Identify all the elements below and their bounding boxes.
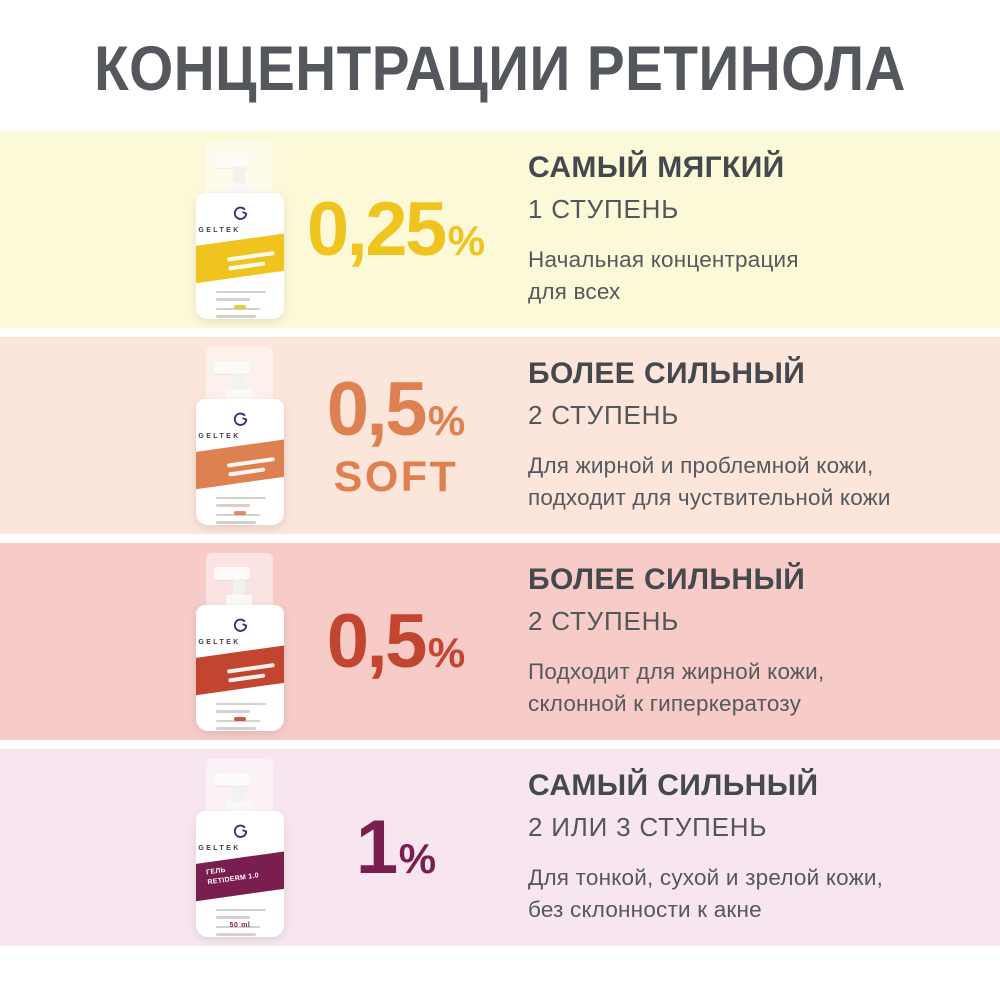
bottle-pump-collar bbox=[226, 182, 252, 195]
bottle-pump-collar bbox=[226, 594, 252, 607]
product-bottle-image: GELTEK bbox=[190, 346, 290, 525]
header: КОНЦЕНТРАЦИИ РЕТИНОЛА bbox=[0, 0, 1000, 131]
bottle-pump-stem bbox=[233, 784, 245, 803]
percent-number: 1 bbox=[355, 804, 398, 890]
concentration-value: 0,25% bbox=[290, 186, 502, 272]
product-bottle-image: GELTEK bbox=[190, 140, 290, 319]
row-description: Начальная концентрация для всех bbox=[528, 247, 799, 304]
row-info: САМЫЙ МЯГКИЙ 1 СТУПЕНЬ Начальная концент… bbox=[502, 151, 1000, 308]
bottle-column: GELTEK ГЕЛЬ RETIDERM 1.0 50 ml bbox=[0, 758, 290, 937]
geltek-logo-icon bbox=[196, 412, 284, 432]
concentration-row: GELTEK ГЕЛЬ RETIDERM 1.0 50 ml 1% САМЫЙ … bbox=[0, 749, 1000, 946]
concentration-row: GELTEK 0,5% SOFT БОЛЕЕ СИЛЬНЫЙ 2 СТУПЕНЬ bbox=[0, 337, 1000, 534]
concentration-row: GELTEK 0,5% БОЛЕЕ СИЛЬНЫЙ 2 СТУПЕНЬ П bbox=[0, 543, 1000, 740]
bottle-body: GELTEK ГЕЛЬ RETIDERM 1.0 50 ml bbox=[196, 810, 284, 937]
bottle-pump-stem bbox=[233, 166, 245, 185]
concentration-value: 1% bbox=[290, 804, 502, 890]
brand-name: GELTEK bbox=[198, 638, 241, 646]
row-step: 2 ИЛИ 3 СТУПЕНЬ bbox=[528, 812, 768, 843]
row-info: БОЛЕЕ СИЛЬНЫЙ 2 СТУПЕНЬ Подходит для жир… bbox=[502, 563, 1000, 720]
bottle-label-text: ГЕЛЬ RETIDERM 1.0 bbox=[205, 866, 260, 886]
percent-line: 0,5% bbox=[326, 598, 466, 684]
bottle-pump-nozzle bbox=[214, 772, 250, 786]
bottle-volume bbox=[196, 716, 284, 723]
bottle-pump-nozzle bbox=[214, 360, 250, 374]
percent-sign: % bbox=[427, 628, 466, 676]
bottle-volume bbox=[196, 510, 284, 517]
bottle-label-text bbox=[196, 642, 284, 687]
brand-name: GELTEK bbox=[198, 432, 241, 440]
row-description: Подходит для жирной кожи, склонной к гип… bbox=[528, 659, 825, 716]
bottle-pump-collar bbox=[226, 388, 252, 401]
concentration-value: 0,5% bbox=[290, 598, 502, 684]
bottle-pump-collar bbox=[226, 800, 252, 813]
percent-sign: % bbox=[427, 397, 466, 444]
bottle-body: GELTEK bbox=[196, 604, 284, 731]
bottle-pump-stem bbox=[233, 578, 245, 597]
page-title: КОНЦЕНТРАЦИИ РЕТИНОЛА bbox=[94, 33, 906, 104]
percent-line: 0,25% bbox=[306, 186, 486, 272]
brand-name: GELTEK bbox=[198, 844, 241, 852]
row-description: Для жирной и проблемной кожи, подходит д… bbox=[528, 453, 891, 510]
concentration-rows: GELTEK 0,25% САМЫЙ МЯГКИЙ 1 СТУПЕНЬ Н bbox=[0, 131, 1000, 946]
bottle-body: GELTEK bbox=[196, 192, 284, 319]
bottle-label-band: ГЕЛЬ RETIDERM 1.0 bbox=[196, 848, 284, 902]
bottle-column: GELTEK bbox=[0, 140, 290, 319]
geltek-logo-icon bbox=[196, 824, 284, 844]
bottle-label-band bbox=[196, 436, 284, 490]
bottle-pump-stem bbox=[233, 372, 245, 391]
row-heading: САМЫЙ СИЛЬНЫЙ bbox=[528, 769, 819, 803]
percent-number: 0,5 bbox=[326, 598, 428, 684]
percent-sign: % bbox=[447, 216, 486, 264]
bottle-label-text bbox=[196, 436, 284, 481]
bottle-label-band bbox=[196, 230, 284, 284]
brand-name: GELTEK bbox=[198, 226, 241, 234]
bottle-volume bbox=[196, 304, 284, 311]
geltek-logo-icon bbox=[196, 206, 284, 226]
concentration-value: 0,5% SOFT bbox=[290, 372, 502, 499]
row-heading: БОЛЕЕ СИЛЬНЫЙ bbox=[528, 563, 806, 597]
product-bottle-image: GELTEK ГЕЛЬ RETIDERM 1.0 50 ml bbox=[190, 758, 290, 937]
bottle-volume: 50 ml bbox=[229, 921, 251, 929]
bottle-pump-nozzle bbox=[214, 154, 250, 168]
row-step: 2 СТУПЕНЬ bbox=[528, 400, 680, 431]
bottle-column: GELTEK bbox=[0, 552, 290, 731]
percent-suffix: SOFT bbox=[333, 453, 459, 501]
bottle-label-band bbox=[196, 642, 284, 696]
percent-line: 1% bbox=[355, 804, 437, 890]
percent-line: 0,5% bbox=[327, 372, 466, 448]
percent-sign: % bbox=[398, 834, 437, 882]
bottle-pump-nozzle bbox=[214, 566, 250, 580]
bottle-label-text bbox=[196, 230, 284, 275]
bottle-ingredient-lines bbox=[216, 908, 266, 937]
row-step: 1 СТУПЕНЬ bbox=[528, 194, 680, 225]
row-info: САМЫЙ СИЛЬНЫЙ 2 ИЛИ 3 СТУПЕНЬ Для тонкой… bbox=[502, 769, 1000, 926]
row-step: 2 СТУПЕНЬ bbox=[528, 606, 680, 637]
percent-number: 0,25 bbox=[306, 186, 447, 272]
bottle-column: GELTEK bbox=[0, 346, 290, 525]
row-description: Для тонкой, сухой и зрелой кожи, без скл… bbox=[528, 865, 884, 922]
product-bottle-image: GELTEK bbox=[190, 552, 290, 731]
row-info: БОЛЕЕ СИЛЬНЫЙ 2 СТУПЕНЬ Для жирной и про… bbox=[502, 357, 1000, 514]
row-heading: САМЫЙ МЯГКИЙ bbox=[528, 151, 785, 185]
row-heading: БОЛЕЕ СИЛЬНЫЙ bbox=[528, 357, 806, 391]
bottle-body: GELTEK bbox=[196, 398, 284, 525]
percent-number: 0,5 bbox=[326, 367, 428, 452]
concentration-row: GELTEK 0,25% САМЫЙ МЯГКИЙ 1 СТУПЕНЬ Н bbox=[0, 131, 1000, 328]
geltek-logo-icon bbox=[196, 618, 284, 638]
